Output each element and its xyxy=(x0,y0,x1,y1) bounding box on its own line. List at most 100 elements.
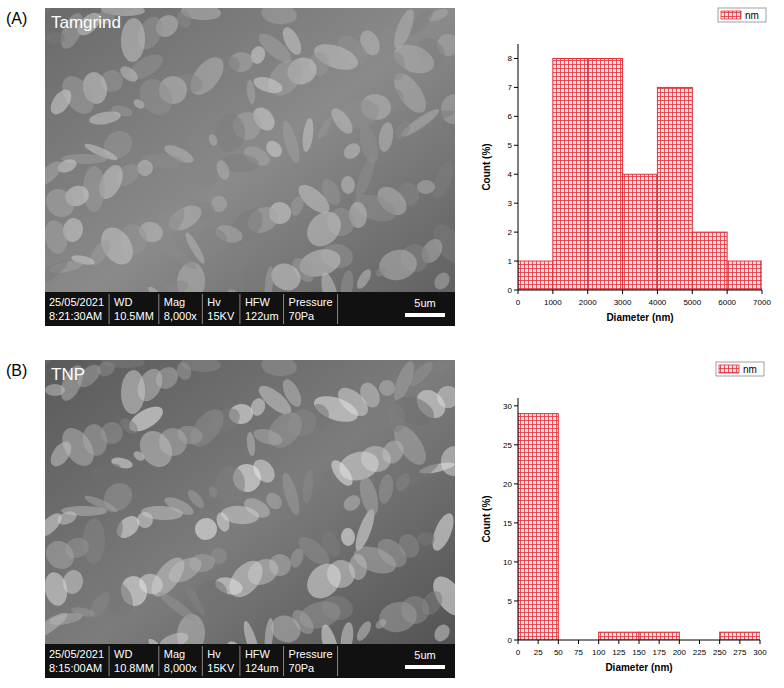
x-tick-label: 125 xyxy=(612,648,626,657)
x-tick-label: 150 xyxy=(632,648,646,657)
legend-box xyxy=(718,8,766,22)
bar xyxy=(599,632,639,640)
info-divider xyxy=(239,294,240,324)
x-tick-label: 25 xyxy=(534,648,543,657)
info-text: 124um xyxy=(245,662,279,674)
sem-image: TNP25/05/20218:15:00AMWD10.8MMMag8,000xH… xyxy=(27,354,471,678)
sem-texture xyxy=(45,8,455,321)
info-text: Pressure xyxy=(289,648,333,660)
y-tick xyxy=(514,405,518,406)
info-text: 8,000x xyxy=(164,310,198,322)
info-bar xyxy=(45,292,455,326)
y-tick-label: 8 xyxy=(508,54,513,63)
info-divider xyxy=(337,294,338,324)
x-axis xyxy=(518,290,762,291)
info-text: 70Pa xyxy=(289,662,316,674)
y-tick xyxy=(514,640,518,641)
x-tick xyxy=(587,290,588,294)
bars xyxy=(518,414,760,640)
histogram: 0255075100125150175200225250275300051015… xyxy=(481,362,767,673)
y-tick-label: 30 xyxy=(503,402,512,411)
info-divider xyxy=(283,294,284,324)
info-text: 8,000x xyxy=(164,662,198,674)
y-tick-label: 6 xyxy=(508,112,513,121)
y-tick-label: 15 xyxy=(503,519,512,528)
info-text: Hv xyxy=(207,296,221,308)
scale-bar-label: 5um xyxy=(414,297,435,309)
bar xyxy=(639,632,679,640)
y-tick-label: 0 xyxy=(508,286,513,295)
y-tick-label: 5 xyxy=(508,141,513,150)
sem-background xyxy=(45,360,455,678)
x-tick-label: 0 xyxy=(516,298,521,307)
info-text: Hv xyxy=(207,648,221,660)
y-tick xyxy=(514,145,518,146)
y-tick-label: 4 xyxy=(508,170,513,179)
y-tick xyxy=(514,444,518,445)
info-text: 15KV xyxy=(207,662,235,674)
info-text: 25/05/2021 xyxy=(49,648,104,660)
y-tick-label: 10 xyxy=(503,558,512,567)
x-tick xyxy=(760,640,761,644)
info-text: Mag xyxy=(164,296,185,308)
x-tick xyxy=(518,640,519,644)
y-axis-title: Count (%) xyxy=(481,143,492,190)
x-tick xyxy=(578,640,579,644)
x-tick-label: 7000 xyxy=(753,298,771,307)
y-tick-label: 20 xyxy=(503,480,512,489)
y-tick-label: 2 xyxy=(508,228,513,237)
legend-label: nm xyxy=(745,10,759,21)
y-tick-label: 25 xyxy=(503,441,512,450)
x-tick xyxy=(692,290,693,294)
info-text: WD xyxy=(114,648,132,660)
x-tick-label: 100 xyxy=(592,648,606,657)
info-text: 25/05/2021 xyxy=(49,296,104,308)
y-tick-label: 0 xyxy=(508,636,513,645)
bar xyxy=(588,58,623,290)
info-text: 122um xyxy=(245,310,279,322)
x-tick xyxy=(719,640,720,644)
panel-letter: (A) xyxy=(6,10,27,27)
info-divider xyxy=(109,646,110,676)
x-tick-label: 275 xyxy=(733,648,747,657)
y-axis xyxy=(518,398,519,640)
legend-label: nm xyxy=(743,364,757,375)
bar xyxy=(518,261,553,290)
info-divider xyxy=(158,294,159,324)
x-tick-label: 50 xyxy=(554,648,563,657)
x-tick xyxy=(727,290,728,294)
legend-swatch xyxy=(719,365,739,373)
x-tick xyxy=(739,640,740,644)
bar xyxy=(727,261,762,290)
info-text: Mag xyxy=(164,648,185,660)
y-tick-label: 7 xyxy=(508,83,513,92)
bar xyxy=(692,232,727,290)
x-tick xyxy=(639,640,640,644)
info-divider xyxy=(202,646,203,676)
figure: (A)Tamgrind25/05/20218:21:30AMWD10.5MMMa… xyxy=(0,0,784,688)
legend-box xyxy=(716,362,764,376)
legend-swatch xyxy=(721,11,741,19)
x-tick-label: 225 xyxy=(693,648,707,657)
y-tick xyxy=(514,561,518,562)
x-tick xyxy=(679,640,680,644)
x-tick-label: 75 xyxy=(574,648,583,657)
info-text: Pressure xyxy=(289,296,333,308)
x-tick-label: 0 xyxy=(516,648,521,657)
x-axis-title: Diameter (nm) xyxy=(606,312,673,323)
y-axis xyxy=(518,44,519,290)
y-tick xyxy=(514,522,518,523)
bar xyxy=(657,87,692,290)
y-tick xyxy=(514,87,518,88)
info-divider xyxy=(239,646,240,676)
info-text: 10.8MM xyxy=(114,662,154,674)
sem-background xyxy=(45,8,455,326)
x-tick xyxy=(657,290,658,294)
info-bar xyxy=(45,644,455,678)
y-tick xyxy=(514,203,518,204)
x-tick xyxy=(552,290,553,294)
histogram: 01000200030004000500060007000012345678Di… xyxy=(481,8,771,323)
x-tick xyxy=(659,640,660,644)
y-tick xyxy=(514,174,518,175)
y-tick-label: 3 xyxy=(508,199,513,208)
